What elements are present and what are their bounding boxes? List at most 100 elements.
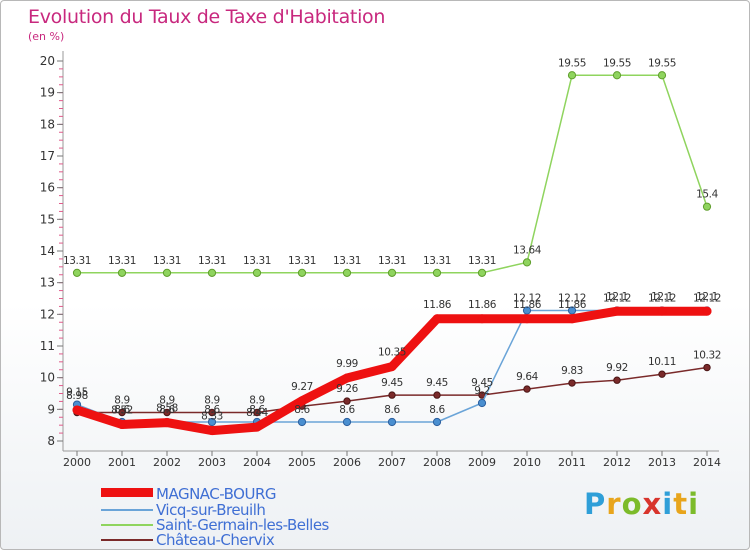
data-point-saint-germain-les-belles [612, 71, 622, 80]
data-label-vicq-sur-breuilh: 9.15 [66, 387, 88, 399]
data-label-magnac-bourg: 10.35 [378, 347, 406, 359]
x-tick-label: 2002 [153, 456, 181, 469]
data-label-magnac-bourg: 12.1 [696, 291, 718, 303]
data-point-chateau-chervix [433, 391, 441, 399]
data-point-saint-germain-les-belles [72, 268, 82, 277]
data-label-magnac-bourg: 12.1 [651, 291, 673, 303]
data-label-chateau-chervix: 10.32 [693, 350, 721, 362]
data-label-saint-germain-les-belles: 13.31 [333, 255, 361, 267]
data-label-saint-germain-les-belles: 13.31 [468, 255, 496, 267]
data-point-vicq-sur-breuilh [522, 306, 532, 315]
legend-label: Saint-Germain-les-Belles [156, 515, 329, 534]
data-label-vicq-sur-breuilh: 12.12 [558, 293, 586, 305]
x-tick-label: 2012 [603, 456, 631, 469]
logo-letter: P [584, 487, 607, 521]
data-label-saint-germain-les-belles: 13.31 [153, 255, 181, 267]
x-tick-label: 2008 [423, 456, 451, 469]
data-label-magnac-bourg: 11.86 [558, 299, 587, 311]
data-point-magnac-bourg [432, 314, 442, 324]
data-label-saint-germain-les-belles: 13.31 [198, 255, 226, 267]
axes: 8 9 10 11 12 13 14 15 16 17 18 19 20 2000 2001 2002 2003… [40, 51, 721, 469]
data-label-saint-germain-les-belles: 13.64 [513, 244, 542, 256]
data-label-magnac-bourg: 11.86 [468, 299, 497, 311]
data-label-magnac-bourg: 8.58 [156, 403, 178, 415]
data-label-saint-germain-les-belles: 13.31 [288, 255, 316, 267]
data-point-magnac-bourg [117, 420, 127, 430]
data-label-chateau-chervix: 9.45 [471, 377, 493, 389]
data-label-chateau-chervix: 9.45 [426, 377, 448, 389]
legend-item-saint-germain-les-belles[interactable]: Saint-Germain-les-Belles [101, 515, 329, 534]
y-tick-label: 18 [40, 117, 55, 131]
data-point-saint-germain-les-belles [522, 258, 532, 267]
data-label-vicq-sur-breuilh: 8.6 [294, 404, 310, 416]
data-label-saint-germain-les-belles: 19.55 [603, 57, 631, 69]
data-labels: 13.31 13.31 13.31 13.31 13.31 13.31 13.31 13.31… [63, 57, 721, 422]
data-point-saint-germain-les-belles [567, 71, 577, 80]
legend-item-chateau-chervix[interactable]: Château-Chervix [101, 530, 275, 549]
data-label-magnac-bourg: 8.44 [246, 407, 268, 419]
series-lines [72, 71, 712, 436]
x-tick-label: 2004 [243, 456, 271, 469]
legend-swatch [101, 508, 153, 511]
data-label-vicq-sur-breuilh: 8.6 [204, 404, 220, 416]
data-point-vicq-sur-breuilh [477, 398, 487, 408]
data-point-chateau-chervix [568, 379, 576, 387]
data-point-chateau-chervix [343, 397, 351, 405]
legend-label: MAGNAC-BOURG [156, 484, 277, 503]
data-label-saint-germain-les-belles: 13.31 [378, 255, 406, 267]
data-label-magnac-bourg: 9.99 [336, 358, 358, 370]
data-point-vicq-sur-breuilh [342, 417, 352, 427]
data-label-vicq-sur-breuilh: 12.12 [648, 293, 676, 305]
y-tick-label: 8 [47, 434, 55, 448]
data-label-chateau-chervix: 8.9 [204, 395, 220, 407]
logo-letter: x [642, 487, 663, 521]
data-point-magnac-bourg [162, 418, 172, 428]
proxiti-logo: Proxiti [584, 487, 699, 521]
x-tick-label: 2010 [513, 456, 541, 469]
data-point-magnac-bourg [387, 362, 397, 372]
data-point-chateau-chervix [208, 408, 216, 417]
data-label-vicq-sur-breuilh: 9.2 [474, 385, 490, 397]
y-tick-label: 9 [47, 402, 55, 416]
logo-letter: i [688, 487, 700, 521]
data-point-saint-germain-les-belles [162, 268, 172, 277]
data-label-chateau-chervix: 9.45 [381, 377, 403, 389]
data-label-magnac-bourg: 8.33 [201, 411, 223, 423]
data-point-chateau-chervix [703, 363, 711, 372]
x-tick-label: 2013 [648, 456, 676, 469]
legend-swatch [101, 488, 153, 497]
data-label-saint-germain-les-belles: 19.55 [648, 57, 676, 69]
data-point-magnac-bourg [72, 405, 82, 415]
data-point-saint-germain-les-belles [252, 268, 262, 277]
data-label-vicq-sur-breuilh: 8.6 [339, 404, 355, 416]
data-point-vicq-sur-breuilh [387, 417, 397, 427]
data-label-vicq-sur-breuilh: 12.12 [693, 293, 721, 305]
legend-item-magnac-bourg[interactable]: MAGNAC-BOURG [101, 484, 277, 503]
chart-unit-label: (en %) [28, 30, 65, 43]
data-point-chateau-chervix [613, 376, 621, 384]
data-point-saint-germain-les-belles [342, 268, 352, 277]
data-point-vicq-sur-breuilh [297, 417, 307, 427]
data-point-magnac-bourg [612, 306, 622, 316]
data-point-saint-germain-les-belles [477, 268, 487, 277]
data-point-chateau-chervix [523, 385, 531, 393]
data-label-magnac-bourg: 8.52 [111, 405, 133, 417]
data-point-chateau-chervix [163, 408, 171, 417]
data-point-chateau-chervix [118, 408, 126, 417]
data-label-vicq-sur-breuilh: 8.6 [249, 404, 265, 416]
legend-label: Château-Chervix [156, 530, 275, 549]
x-tick-label: 2014 [693, 456, 721, 469]
chart-title: Evolution du Taux de Taxe d'Habitation [28, 6, 386, 28]
data-label-vicq-sur-breuilh: 8.6 [384, 404, 400, 416]
data-label-vicq-sur-breuilh: 8.6 [159, 404, 175, 416]
data-point-chateau-chervix [388, 391, 396, 399]
data-point-magnac-bourg [657, 306, 667, 316]
data-label-magnac-bourg: 8.98 [66, 390, 88, 402]
logo-letter: t [673, 487, 689, 521]
x-tick-label: 2007 [378, 456, 406, 469]
legend-item-vicq-sur-breuilh[interactable]: Vicq-sur-Breuilh [101, 501, 266, 519]
y-tick-label: 17 [40, 149, 55, 163]
data-label-chateau-chervix: 10.11 [648, 356, 676, 368]
